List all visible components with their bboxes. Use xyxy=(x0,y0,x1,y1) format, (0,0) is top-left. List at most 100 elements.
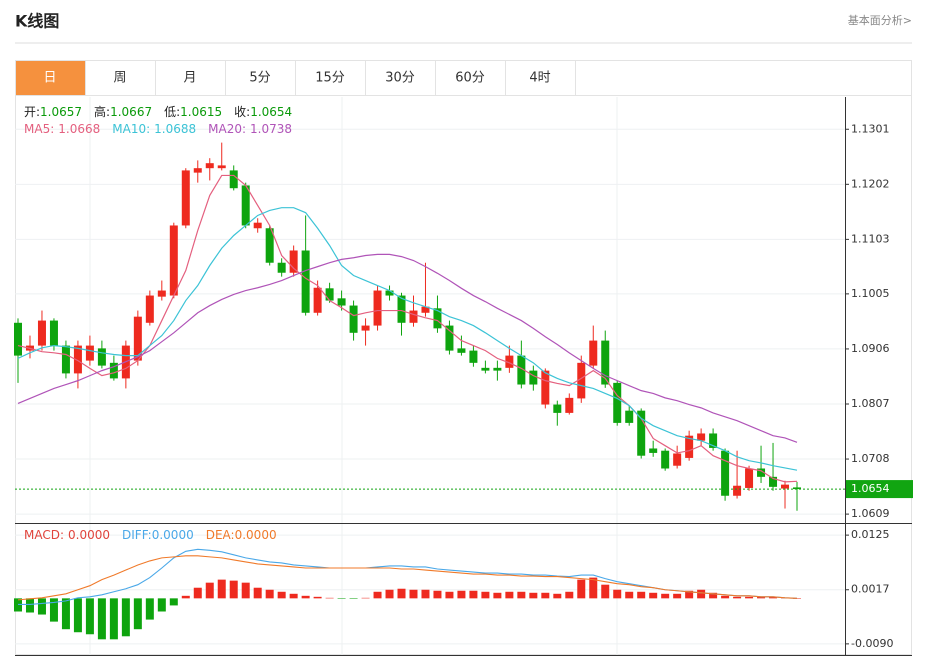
candle-body xyxy=(721,450,730,496)
y-tick-label: 1.0807 xyxy=(851,397,890,410)
macd-bar xyxy=(793,598,801,599)
last-price-box xyxy=(846,480,913,499)
macd-bar xyxy=(73,598,82,633)
macd-bar xyxy=(649,592,658,599)
candle-body xyxy=(769,476,778,487)
tab[interactable] xyxy=(505,60,576,96)
macd-bar xyxy=(25,598,34,613)
candle-body xyxy=(481,367,490,371)
legend-label: DEA: xyxy=(206,528,235,542)
legend-value: 0.0000 xyxy=(68,528,110,542)
macd-bar xyxy=(217,579,226,599)
legend-label: MA20: xyxy=(208,122,246,136)
macd-bar xyxy=(505,591,514,599)
macd-bar xyxy=(637,591,646,599)
macd-bar xyxy=(661,593,670,599)
legend-value: 1.0657 xyxy=(40,105,82,119)
macd-bar xyxy=(277,591,286,599)
tab-label[interactable]: 4时 xyxy=(529,71,550,86)
macd-bar xyxy=(349,598,358,599)
candle-body xyxy=(97,348,106,366)
plot-area: 1.0609 1.0708 1.0807 1.0906 1.1005 1.1103 1.12… xyxy=(14,104,913,650)
candle-body xyxy=(685,435,694,458)
macd-bar xyxy=(397,588,406,599)
macd-bar xyxy=(493,592,502,599)
macd-bar xyxy=(469,590,478,599)
candle-body xyxy=(793,487,801,490)
candle-body xyxy=(157,290,166,297)
legend-label: MACD: xyxy=(24,528,64,542)
legend-value: 1.0688 xyxy=(154,122,196,136)
legend: 开:1.0657 高:1.0667 低:1.0615 收:1.0654 xyxy=(24,104,292,119)
macd-bar xyxy=(109,598,118,640)
macd-bar xyxy=(337,598,346,599)
candle-body xyxy=(625,410,634,423)
legend-value: 1.0654 xyxy=(250,105,292,119)
macd-bar xyxy=(385,589,394,599)
macd-bar xyxy=(37,598,46,615)
legend-value: 1.0738 xyxy=(250,122,292,136)
legend-label: DIFF: xyxy=(122,528,152,542)
legend-value: 1.0668 xyxy=(58,122,100,136)
macd-bar xyxy=(457,590,466,599)
candle-body xyxy=(61,345,70,374)
macd-bar xyxy=(589,577,598,599)
tab-label[interactable]: 5分 xyxy=(249,71,270,86)
macd-bar xyxy=(409,589,418,599)
tab-label[interactable]: 60分 xyxy=(455,71,485,86)
macd-bar xyxy=(625,591,634,599)
candle-body xyxy=(613,382,622,423)
macd-bar xyxy=(181,595,190,599)
legend-label: 开: xyxy=(24,105,40,119)
candle-body xyxy=(781,484,790,489)
legend-label: MA5: xyxy=(24,122,54,136)
macd-bar xyxy=(373,591,382,599)
macd-bar xyxy=(565,591,574,599)
macd-bar xyxy=(601,584,610,599)
candle-body xyxy=(529,370,538,385)
candle-body xyxy=(409,310,418,323)
candle-body xyxy=(109,362,118,379)
candle-body xyxy=(49,320,58,346)
moving-average-line xyxy=(17,207,798,471)
candle-body xyxy=(709,433,718,448)
candle-body xyxy=(169,225,178,296)
candle-body xyxy=(205,163,214,169)
candle-body xyxy=(757,468,766,477)
candle-body xyxy=(325,288,334,301)
y-tick-label: 1.1301 xyxy=(851,122,890,135)
candle-body xyxy=(289,250,298,273)
tab-label[interactable]: 月 xyxy=(183,71,196,86)
y-tick-label: 1.1103 xyxy=(851,232,890,245)
tab[interactable] xyxy=(365,60,436,96)
y-tick-label: 1.1005 xyxy=(851,287,890,300)
macd-bar xyxy=(97,598,106,640)
macd-bar xyxy=(433,590,442,599)
macd-bar xyxy=(745,596,754,599)
macd-bar xyxy=(553,593,562,599)
fundamental-link[interactable]: 基本面分析> xyxy=(848,13,912,27)
macd-bar xyxy=(721,595,730,599)
y-tick-label: -0.0090 xyxy=(851,637,893,650)
candle-body xyxy=(133,316,142,361)
candle-body xyxy=(565,397,574,413)
tab-label[interactable]: 周 xyxy=(113,71,126,86)
candle-body xyxy=(181,170,190,226)
tab-label[interactable]: 日 xyxy=(43,71,56,86)
candle-body xyxy=(553,404,562,413)
macd-bar xyxy=(325,597,334,599)
candle-body xyxy=(37,320,46,346)
legend-label: 高: xyxy=(94,104,110,119)
tab-label[interactable]: 15分 xyxy=(315,71,345,86)
last-price-label: 1.0654 xyxy=(851,482,890,495)
moving-average-line xyxy=(17,174,798,483)
candle-body xyxy=(421,306,430,313)
candle-body xyxy=(517,355,526,385)
macd-bar xyxy=(697,589,706,599)
candle-body xyxy=(745,468,754,488)
macd-bar xyxy=(121,598,130,637)
tab[interactable] xyxy=(85,60,156,96)
candle-body xyxy=(349,305,358,333)
tab-label[interactable]: 30分 xyxy=(385,71,415,86)
